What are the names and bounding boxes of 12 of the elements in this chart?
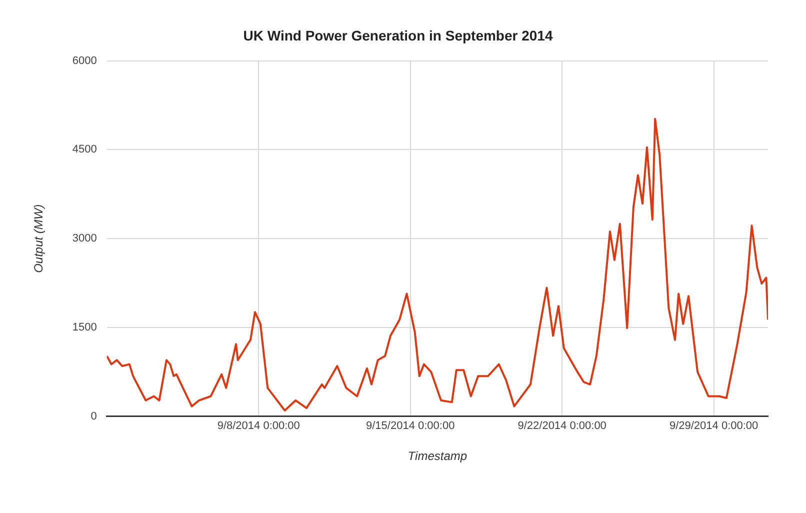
- y-tick-label: 6000: [72, 54, 97, 67]
- x-tick-label: 9/22/2014 0:00:00: [518, 420, 606, 432]
- y-axis-title: Output (MW): [32, 204, 46, 273]
- y-tick-label: 0: [90, 410, 97, 422]
- y-tick-label: 4500: [72, 144, 97, 156]
- x-tick-label: 9/15/2014 0:00:00: [366, 420, 455, 432]
- x-axis-title: Timestamp: [408, 449, 468, 464]
- y-tick-label: 3000: [72, 232, 97, 245]
- chart-title: UK Wind Power Generation in September 2014: [243, 27, 553, 44]
- x-tick-label: 9/29/2014 0:00:00: [669, 420, 758, 432]
- x-tick-label: 9/8/2014 0:00:00: [217, 420, 300, 432]
- y-tick-label: 1500: [72, 322, 97, 334]
